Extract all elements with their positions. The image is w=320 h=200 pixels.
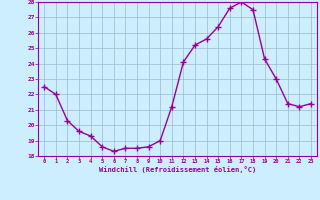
X-axis label: Windchill (Refroidissement éolien,°C): Windchill (Refroidissement éolien,°C) [99,166,256,173]
